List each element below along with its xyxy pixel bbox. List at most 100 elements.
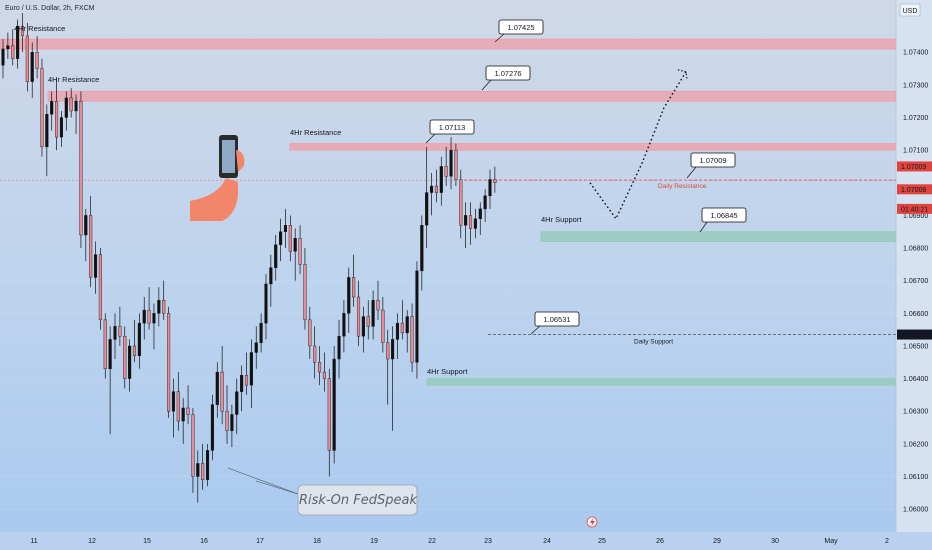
candle-body (264, 283, 268, 324)
candle-body (113, 326, 117, 340)
candle-body (322, 371, 326, 379)
candle-body (318, 362, 322, 373)
candle-body (152, 313, 156, 324)
candle-body (337, 335, 341, 360)
candle-body (415, 270, 419, 363)
callout-box (690, 152, 736, 168)
price-tick: 1.06900 (903, 213, 928, 220)
callout-leader (425, 133, 436, 144)
zone-label: 4Hr Support (541, 215, 582, 224)
candle-body (45, 114, 49, 148)
candle-body (356, 296, 361, 337)
candle-body (313, 345, 317, 363)
time-tick: May (824, 538, 838, 545)
grid (0, 51, 896, 510)
fedspeak-annotation[interactable]: Risk-On FedSpeak (227, 467, 417, 516)
candle-body (376, 300, 380, 311)
time-tick: 19 (370, 538, 378, 545)
candle-body (259, 322, 263, 343)
callout-text: 1.07113 (439, 123, 466, 132)
callout-box (701, 207, 747, 223)
time-tick: 15 (143, 538, 151, 545)
candle-body (118, 326, 122, 337)
callout-leader (481, 79, 492, 91)
candle-body (395, 322, 400, 340)
price-tick: 1.07200 (903, 115, 928, 122)
price-axis-bg (896, 0, 932, 550)
time-tick: 24 (543, 538, 551, 545)
candles (1, 13, 497, 503)
candle-body (444, 166, 448, 177)
daily-support-label: Daily Support (634, 339, 673, 346)
candle-body (191, 414, 195, 477)
price-badge (897, 184, 932, 195)
candle-body (488, 179, 492, 197)
candle-body (468, 215, 473, 229)
candle-body (391, 339, 395, 360)
candle-body (298, 238, 302, 265)
currency-label: USD (903, 8, 918, 15)
candle-body (98, 254, 102, 321)
candle-body (16, 25, 20, 59)
callout-text: 1.07009 (699, 156, 726, 165)
candle-body (25, 35, 29, 82)
candle-body (59, 117, 63, 138)
callout-box (498, 19, 544, 35)
candle-body (288, 225, 292, 252)
candle-body (342, 313, 346, 337)
candle-body (181, 407, 185, 422)
callout-box (485, 65, 531, 81)
candle-body (210, 404, 214, 451)
price-tick: 1.06500 (903, 343, 928, 350)
candle-body (196, 463, 200, 477)
candle-body (103, 319, 107, 370)
time-tick: 26 (656, 538, 664, 545)
price-tick: 1.06000 (903, 507, 928, 514)
candle-body (215, 371, 219, 405)
candle-body (361, 316, 365, 337)
horizontal-lines (0, 179, 896, 335)
zone-label: 4Hr Support (427, 367, 468, 376)
candle-body (230, 414, 234, 432)
time-tick: 17 (256, 538, 264, 545)
time-axis-ticks: 11 12 15 16 17 18 19 22 23 24 25 26 29 30 May 2 (30, 538, 889, 545)
candle-body (366, 316, 370, 327)
callout-leader (686, 166, 697, 179)
fedspeak-label: Risk-On FedSpeak (299, 493, 417, 508)
candle-body (454, 149, 458, 180)
candle-body (244, 375, 249, 386)
time-tick: 25 (598, 538, 606, 545)
candle-body (283, 225, 288, 232)
price-tick: 1.07400 (903, 50, 928, 57)
zone-label: 4Hr Resistance (48, 75, 99, 84)
candle-body (137, 322, 141, 356)
candle-body (240, 375, 244, 392)
callout-text: 1.07276 (494, 69, 521, 78)
daily-resistance-label: Daily Resistance (658, 183, 707, 190)
projection-line (589, 71, 687, 221)
zones (0, 38, 897, 386)
candle-body (254, 342, 258, 353)
candle-body (478, 208, 482, 219)
callout-leader (530, 325, 541, 335)
price-badges: 1.07009 1.07008 01:40:21 1.06535 (897, 161, 932, 340)
price-badge-text: 1.06535 (901, 332, 926, 339)
currency-box[interactable] (899, 3, 921, 17)
candle-body (327, 378, 331, 451)
zone-band (426, 378, 897, 386)
lightning-icon[interactable] (586, 516, 598, 528)
zone-band (289, 143, 897, 151)
candle-body (1, 48, 5, 66)
candle-body (405, 316, 409, 334)
zone-band (0, 38, 897, 50)
candle-body (35, 52, 39, 69)
candle-body (410, 316, 414, 363)
candle-body (93, 254, 98, 278)
candle-body (420, 225, 424, 272)
candle-body (84, 215, 88, 236)
time-tick: 30 (771, 538, 779, 545)
projection-arrowhead (677, 69, 688, 80)
candle-body (171, 391, 176, 412)
